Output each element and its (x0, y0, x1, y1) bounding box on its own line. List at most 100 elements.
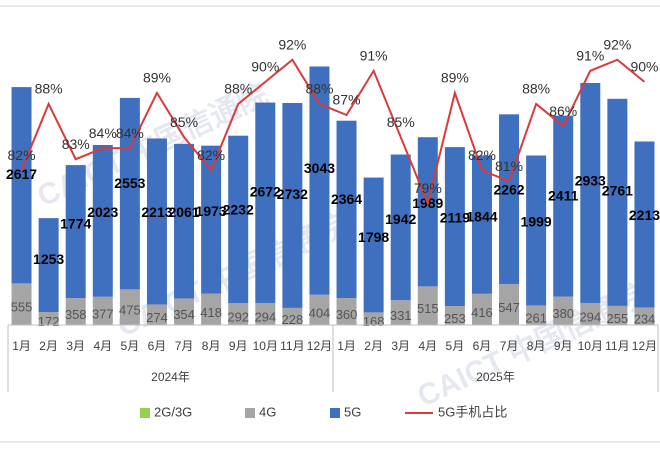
value-label-5g: 1253 (33, 251, 64, 267)
legend-swatch (330, 408, 340, 418)
bar-segment (146, 304, 167, 325)
value-label-5g: 2364 (331, 191, 362, 207)
value-label-4g: 416 (471, 305, 493, 320)
share-label: 83% (62, 136, 90, 152)
value-label-4g: 360 (336, 307, 358, 322)
x-tick-label: 9月 (229, 339, 248, 353)
share-label: 89% (143, 70, 171, 86)
x-tick-label: 12月 (307, 339, 332, 353)
value-label-5g: 1999 (521, 214, 552, 230)
share-label: 85% (170, 114, 198, 130)
value-label-4g: 253 (444, 311, 466, 326)
x-tick-label: 11月 (605, 339, 629, 353)
share-label: 91% (576, 47, 604, 63)
bar-segment (363, 177, 384, 313)
bar-segment (65, 298, 86, 325)
x-tick-label: 5月 (121, 339, 140, 353)
bar-segment (471, 293, 492, 325)
value-label-5g: 2411 (548, 188, 579, 204)
value-label-4g: 354 (173, 307, 195, 322)
x-tick-label: 6月 (473, 339, 492, 353)
x-tick-label: 2月 (364, 339, 383, 353)
share-label: 89% (441, 70, 469, 86)
bar-segment (92, 145, 113, 297)
value-label-4g: 228 (282, 312, 304, 327)
value-label-5g: 1798 (358, 229, 389, 245)
value-label-5g: 2213 (629, 207, 660, 223)
value-label-5g: 2023 (87, 204, 118, 220)
share-label: 86% (549, 103, 577, 119)
bar-segment (309, 66, 330, 295)
legend-label: 4G (259, 404, 276, 419)
bar-segment (417, 286, 438, 325)
bar-segment (336, 298, 357, 325)
value-label-4g: 292 (227, 309, 249, 324)
x-tick-label: 11月 (280, 339, 304, 353)
bar-segment (363, 312, 384, 325)
legend-swatch (245, 408, 255, 418)
value-label-4g: 261 (525, 311, 547, 326)
x-tick-label: 5月 (446, 339, 465, 353)
value-label-4g: 515 (417, 301, 439, 316)
share-label: 79% (414, 180, 442, 196)
share-label: 85% (387, 114, 415, 130)
bar-segment (146, 138, 167, 305)
x-tick-label: 6月 (148, 339, 167, 353)
value-label-4g: 274 (146, 310, 168, 325)
bar-segment (444, 306, 465, 325)
value-label-5g: 1973 (196, 203, 227, 219)
share-label: 90% (251, 59, 279, 75)
value-label-4g: 331 (390, 308, 412, 323)
share-line (20, 58, 646, 207)
bar-segment (38, 218, 59, 313)
value-label-4g: 555 (11, 300, 33, 315)
bar-segment (634, 307, 655, 325)
value-label-5g: 2732 (277, 186, 308, 202)
value-label-5g: 2617 (6, 166, 37, 182)
value-label-4g: 404 (309, 305, 331, 320)
bar-segment (580, 82, 601, 303)
share-label: 88% (224, 81, 252, 97)
share-label: 88% (35, 81, 63, 97)
bar-segment (526, 305, 547, 325)
bar-segment (255, 302, 276, 325)
share-label: 90% (630, 59, 658, 75)
bar-segment (499, 114, 520, 284)
bar-segment (201, 145, 222, 294)
bar-segment (580, 302, 601, 325)
value-label-4g: 547 (498, 300, 520, 315)
group-label: 2024年 (151, 370, 190, 384)
x-tick-label: 1月 (337, 339, 356, 353)
bar-segment (92, 296, 113, 325)
bar-segment (228, 303, 249, 325)
value-label-4g: 418 (200, 305, 222, 320)
x-tick-label: 4月 (93, 339, 112, 353)
bar-segment (119, 97, 140, 290)
x-tick-label: 12月 (632, 339, 657, 353)
bar-segment (11, 87, 32, 284)
bar-segment (65, 165, 86, 299)
legend-swatch (140, 408, 150, 418)
bar-segment (444, 147, 465, 307)
x-tick-label: 8月 (202, 339, 221, 353)
value-label-5g: 3043 (304, 160, 335, 176)
value-label-4g: 294 (579, 309, 601, 324)
value-label-5g: 1774 (60, 216, 91, 232)
x-tick-label: 9月 (554, 339, 573, 353)
x-tick-label: 7月 (175, 339, 194, 353)
x-tick-label: 10月 (253, 339, 278, 353)
group-label: 2025年 (476, 370, 515, 384)
x-tick-label: 4月 (418, 339, 437, 353)
bar-segment (119, 289, 140, 325)
value-label-5g: 2761 (602, 183, 633, 199)
x-tick-label: 3月 (391, 339, 410, 353)
share-label: 88% (305, 81, 333, 97)
value-label-4g: 380 (552, 306, 574, 321)
share-label: 87% (333, 92, 361, 108)
bar-segment (553, 115, 574, 297)
bar-segment (201, 293, 222, 325)
bar-segment (282, 103, 303, 308)
bar-segment (634, 141, 655, 308)
legend-label: 5G (344, 404, 361, 419)
share-label: 82% (197, 147, 225, 163)
